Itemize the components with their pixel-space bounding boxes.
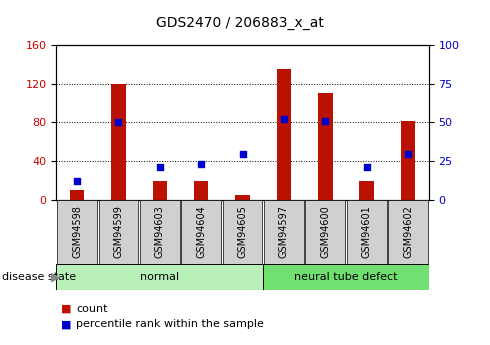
Text: normal: normal bbox=[140, 272, 179, 282]
Text: GSM94600: GSM94600 bbox=[320, 205, 330, 258]
Point bbox=[239, 151, 246, 156]
Text: GDS2470 / 206883_x_at: GDS2470 / 206883_x_at bbox=[156, 16, 324, 30]
Text: GSM94603: GSM94603 bbox=[155, 205, 165, 258]
Point bbox=[197, 161, 205, 167]
Text: GSM94598: GSM94598 bbox=[72, 205, 82, 258]
Bar bbox=[111, 84, 125, 200]
Point bbox=[156, 165, 164, 170]
FancyBboxPatch shape bbox=[57, 200, 97, 264]
Text: ▶: ▶ bbox=[51, 270, 61, 283]
Text: ■: ■ bbox=[61, 304, 72, 314]
Text: neural tube defect: neural tube defect bbox=[294, 272, 398, 282]
FancyBboxPatch shape bbox=[56, 264, 263, 290]
Point bbox=[73, 179, 81, 184]
Bar bbox=[318, 93, 333, 200]
Bar bbox=[277, 69, 291, 200]
Text: GSM94604: GSM94604 bbox=[196, 205, 206, 258]
Bar bbox=[235, 195, 250, 200]
Text: GSM94605: GSM94605 bbox=[238, 205, 247, 258]
FancyBboxPatch shape bbox=[140, 200, 180, 264]
Point bbox=[321, 118, 329, 124]
Text: percentile rank within the sample: percentile rank within the sample bbox=[76, 319, 264, 329]
FancyBboxPatch shape bbox=[181, 200, 221, 264]
FancyBboxPatch shape bbox=[98, 200, 138, 264]
Text: count: count bbox=[76, 304, 107, 314]
Point bbox=[363, 165, 370, 170]
FancyBboxPatch shape bbox=[222, 200, 263, 264]
FancyBboxPatch shape bbox=[264, 200, 304, 264]
Text: GSM94601: GSM94601 bbox=[362, 205, 372, 258]
Bar bbox=[360, 181, 374, 200]
Point bbox=[280, 117, 288, 122]
Bar bbox=[401, 120, 416, 200]
Text: GSM94602: GSM94602 bbox=[403, 205, 413, 258]
FancyBboxPatch shape bbox=[388, 200, 428, 264]
Point bbox=[115, 120, 122, 125]
Text: GSM94599: GSM94599 bbox=[113, 205, 123, 258]
FancyBboxPatch shape bbox=[305, 200, 345, 264]
FancyBboxPatch shape bbox=[347, 200, 387, 264]
Bar bbox=[194, 181, 208, 200]
FancyBboxPatch shape bbox=[263, 264, 429, 290]
Point bbox=[404, 151, 412, 156]
Bar bbox=[70, 190, 84, 200]
Bar bbox=[152, 181, 167, 200]
Text: disease state: disease state bbox=[2, 272, 76, 282]
Text: ■: ■ bbox=[61, 319, 72, 329]
Text: GSM94597: GSM94597 bbox=[279, 205, 289, 258]
